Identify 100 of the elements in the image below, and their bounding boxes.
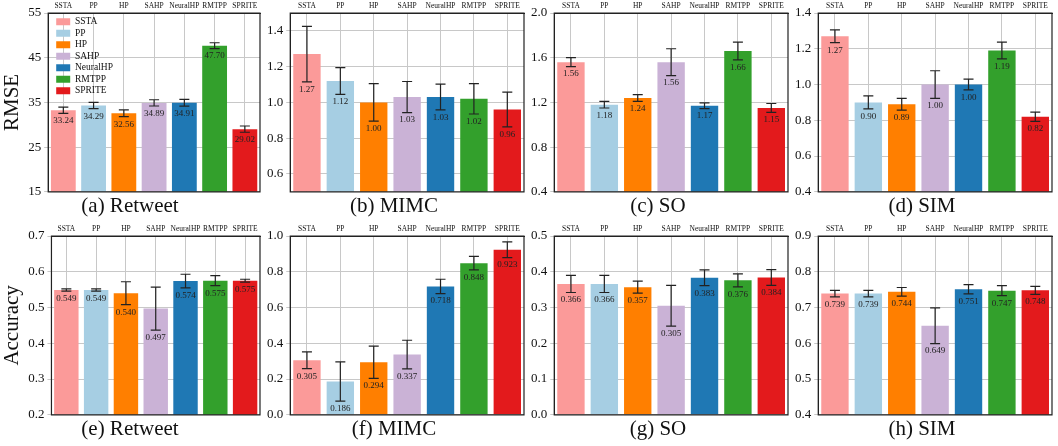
y-tick-label: 0.6 bbox=[28, 263, 45, 279]
text: (e) Retweet bbox=[81, 415, 179, 440]
y-tick-label: 0.4 bbox=[531, 263, 548, 279]
data-label: 1.00 bbox=[365, 123, 383, 134]
data-label: 29.02 bbox=[234, 134, 255, 145]
y-tick-label: 0.8 bbox=[267, 129, 284, 145]
y-tick-label: 0.6 bbox=[795, 147, 812, 163]
data-label: 0.497 bbox=[145, 331, 167, 342]
text: (c) SO bbox=[630, 192, 686, 217]
data-label: 1.24 bbox=[629, 103, 647, 114]
data-label: 0.748 bbox=[1025, 296, 1046, 307]
bar bbox=[360, 362, 388, 415]
data-label: 0.848 bbox=[463, 271, 485, 282]
y-tick-label: 0.5 bbox=[795, 370, 812, 386]
y-tick-label: 0.9 bbox=[795, 227, 812, 243]
y-tick-label: 1.4 bbox=[267, 22, 284, 38]
data-label: 0.549 bbox=[56, 292, 77, 303]
data-label: 33.24 bbox=[53, 115, 74, 126]
data-label: 0.575 bbox=[234, 283, 256, 294]
y-tick-label: 0.4 bbox=[795, 183, 812, 199]
bar bbox=[293, 360, 321, 415]
y-tick-label: 0.7 bbox=[795, 298, 812, 314]
data-label: 0.747 bbox=[991, 297, 1013, 308]
text: (f) MIMC bbox=[351, 415, 437, 440]
legend-label: HP bbox=[74, 39, 88, 50]
y-tick-label: 0.3 bbox=[531, 298, 548, 314]
data-label: 1.03 bbox=[399, 114, 416, 125]
y-tick-label: 1.4 bbox=[795, 4, 812, 20]
y-tick-label: 0.8 bbox=[267, 263, 284, 279]
data-label: 1.66 bbox=[730, 61, 747, 72]
data-label: 1.12 bbox=[332, 96, 349, 107]
bar bbox=[557, 283, 585, 415]
legend-label: SAHP bbox=[74, 50, 100, 61]
text: (a) Retweet bbox=[81, 192, 179, 217]
data-label: 0.574 bbox=[175, 289, 197, 300]
legend-label: PP bbox=[74, 27, 86, 38]
y-tick-label: 45 bbox=[28, 49, 42, 65]
bar bbox=[724, 280, 752, 415]
y-tick-label: 35 bbox=[28, 93, 42, 109]
y-tick-label: 1.2 bbox=[531, 93, 548, 109]
data-label: 0.744 bbox=[891, 297, 913, 308]
data-label: 0.718 bbox=[430, 295, 452, 306]
bar bbox=[690, 277, 719, 415]
data-label: 0.383 bbox=[694, 287, 716, 298]
legend-label: NeuralHP bbox=[74, 62, 113, 73]
text: (b) MIMC bbox=[349, 192, 439, 217]
data-label: 0.294 bbox=[363, 380, 385, 391]
y-tick-label: 0.0 bbox=[267, 406, 284, 422]
data-label: 1.56 bbox=[563, 68, 580, 79]
data-label: 0.739 bbox=[824, 298, 846, 309]
data-label: 34.89 bbox=[143, 107, 165, 118]
y-tick-label: 1.0 bbox=[267, 227, 284, 243]
text: (h) SIM bbox=[888, 415, 956, 440]
y-tick-label: 0.6 bbox=[795, 334, 812, 350]
data-label: 0.186 bbox=[330, 403, 351, 414]
legend-label: SPRITE bbox=[74, 85, 107, 96]
bar bbox=[393, 354, 421, 415]
legend-label: SSTA bbox=[74, 16, 98, 27]
y-tick-label: 0.3 bbox=[28, 370, 45, 386]
y-tick-label: 0.0 bbox=[531, 406, 548, 422]
data-label: 32.56 bbox=[113, 118, 135, 129]
data-label: 0.89 bbox=[893, 111, 911, 122]
data-label: 1.56 bbox=[663, 77, 680, 88]
y-tick-label: 0.4 bbox=[28, 334, 45, 350]
y-tick-label: 1.0 bbox=[795, 75, 812, 91]
data-label: 1.27 bbox=[299, 83, 316, 94]
data-label: 0.384 bbox=[761, 287, 782, 298]
data-label: 0.90 bbox=[860, 110, 877, 121]
y-tick-label: 0.7 bbox=[28, 227, 45, 243]
data-label: 1.27 bbox=[827, 44, 844, 55]
data-label: 1.00 bbox=[927, 100, 944, 111]
y-tick-label: 15 bbox=[28, 183, 42, 199]
y-tick-label: 1.0 bbox=[267, 93, 284, 109]
bar bbox=[460, 263, 488, 415]
data-label: 0.96 bbox=[499, 128, 516, 139]
data-label: 34.91 bbox=[174, 108, 195, 119]
y-tick-label: 0.4 bbox=[267, 334, 284, 350]
data-label: 1.03 bbox=[432, 111, 449, 122]
data-label: 0.366 bbox=[560, 294, 582, 305]
data-label: 0.751 bbox=[958, 295, 979, 306]
y-tick-label: 25 bbox=[28, 138, 42, 154]
data-label: 0.366 bbox=[594, 294, 615, 305]
data-label: 0.739 bbox=[858, 298, 879, 309]
data-label: 0.376 bbox=[727, 288, 749, 299]
y-tick-label: 0.5 bbox=[531, 227, 548, 243]
text: (d) SIM bbox=[888, 192, 956, 217]
data-label: 1.18 bbox=[596, 109, 613, 120]
data-label: 0.82 bbox=[1027, 123, 1044, 134]
data-label: 0.305 bbox=[661, 327, 682, 338]
y-tick-label: 0.2 bbox=[531, 334, 548, 350]
bar bbox=[624, 287, 652, 415]
y-tick-label: 1.2 bbox=[267, 58, 284, 74]
data-label: 0.549 bbox=[86, 292, 107, 303]
y-tick-label: 0.4 bbox=[795, 406, 812, 422]
y-tick-label: 2.0 bbox=[531, 4, 548, 20]
data-label: 0.337 bbox=[397, 370, 418, 381]
data-label: 1.15 bbox=[763, 114, 780, 125]
y-tick-label: 1.2 bbox=[795, 40, 812, 56]
data-label: 0.923 bbox=[497, 259, 518, 270]
y-tick-label: 0.2 bbox=[267, 370, 284, 386]
